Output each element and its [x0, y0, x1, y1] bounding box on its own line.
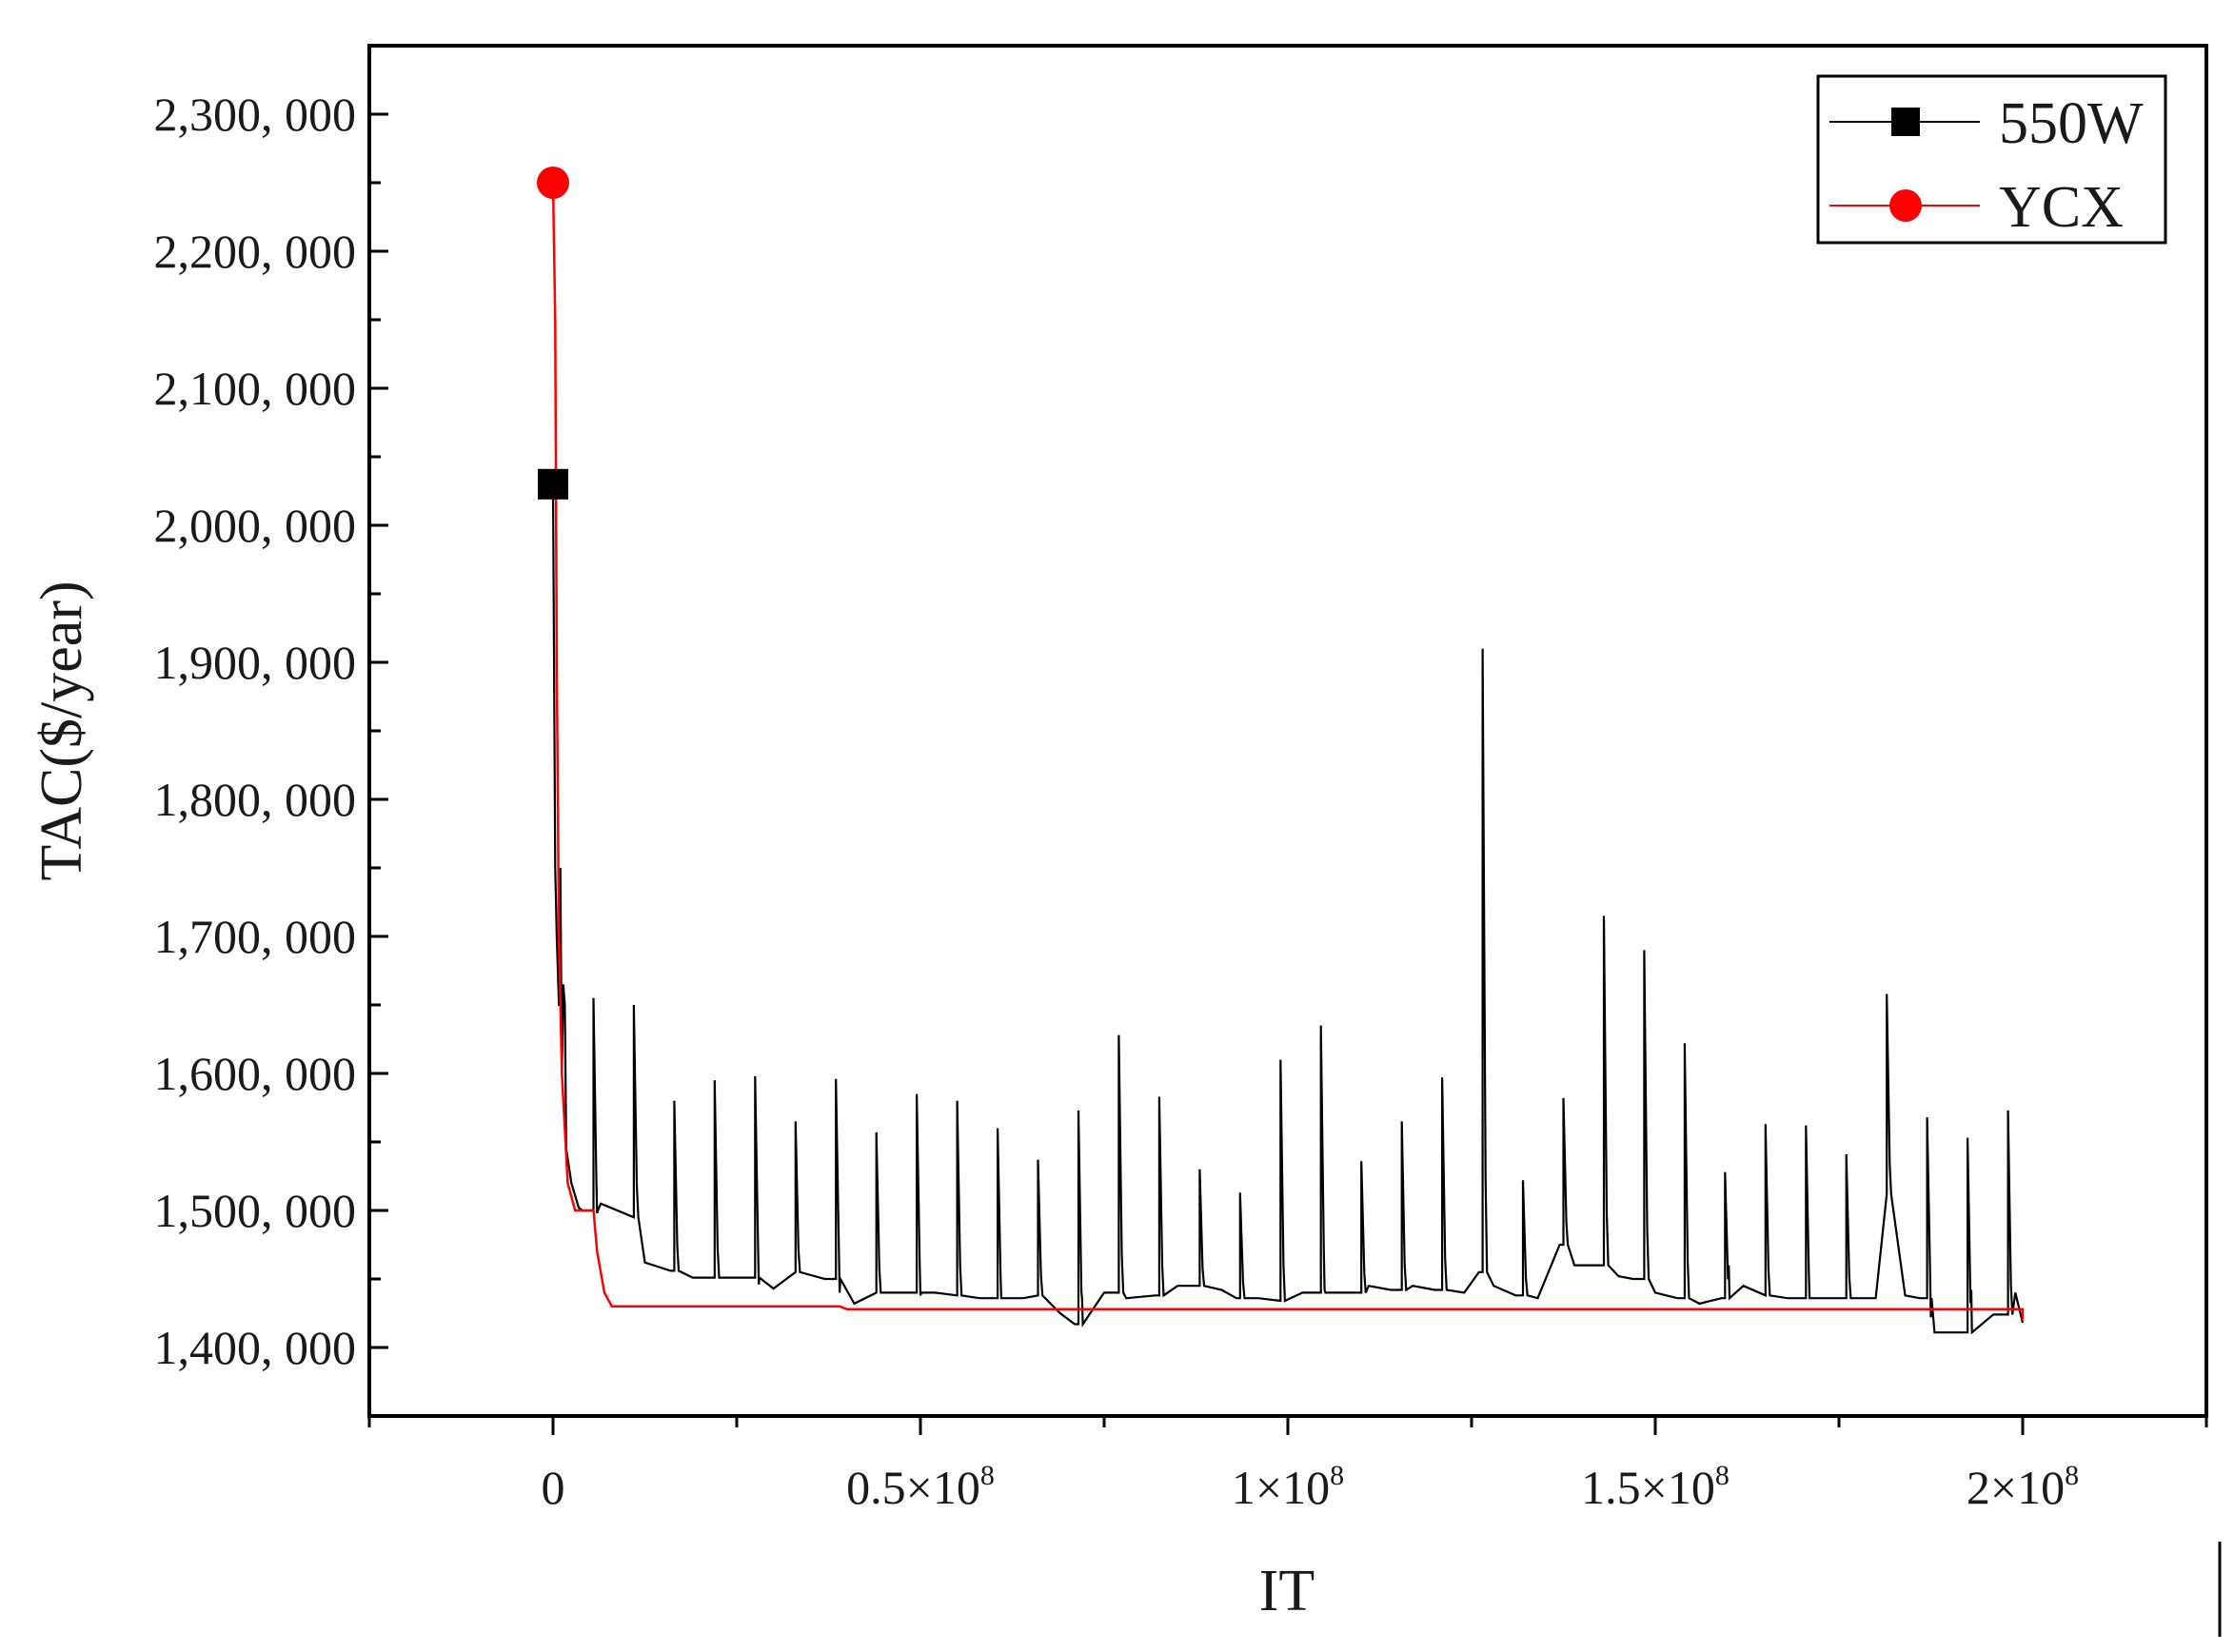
y-tick-label: 1,800, 000: [154, 773, 357, 826]
series-line-550w: [551, 483, 2025, 1335]
legend-label-ycx: YCX: [1999, 175, 2124, 240]
y-tick-label: 2,300, 000: [154, 88, 357, 141]
x-tick-label: 0.5×108: [846, 1460, 995, 1514]
y-axis-title: TAC($/year): [30, 580, 94, 880]
series-layer: [551, 182, 2025, 1335]
y-tick-label: 1,500, 000: [154, 1184, 357, 1237]
x-tick-label: 0: [542, 1461, 565, 1514]
y-tick-label: 1,700, 000: [154, 910, 357, 963]
series-marker-550w: [538, 468, 568, 500]
y-tick-label: 2,000, 000: [154, 499, 357, 552]
plot-frame: [367, 44, 2208, 1418]
x-tick-label: 1.5×108: [1581, 1460, 1730, 1514]
series-line-ycx: [551, 182, 2025, 1321]
y-tick-label: 1,400, 000: [154, 1321, 357, 1374]
legend-box: [1816, 74, 2167, 245]
legend-marker-ycx: [1889, 189, 1922, 222]
y-tick-label: 2,200, 000: [154, 225, 357, 278]
x-axis-title: IT: [1259, 1559, 1315, 1623]
axis-ticks: [367, 44, 2208, 1435]
legend-marker-550w: [1891, 108, 1920, 136]
marker-layer: [537, 167, 569, 500]
x-tick-label: 2×108: [1967, 1460, 2079, 1514]
series-marker-ycx: [537, 167, 569, 199]
x-tick-labels: 0 0.5×108 1×108 1.5×108 2×108: [542, 1460, 2080, 1514]
y-tick-labels: 1,400, 000 1,500, 000 1,600, 000 1,700, 000…: [154, 88, 357, 1374]
y-tick-label: 1,600, 000: [154, 1047, 357, 1100]
y-tick-label: 2,100, 000: [154, 362, 357, 415]
y-tick-label: 1,900, 000: [154, 636, 357, 689]
legend-label-550w: 550W: [1999, 91, 2144, 156]
legend: 550W YCX: [1816, 74, 2167, 245]
x-tick-label: 1×108: [1232, 1460, 1344, 1514]
